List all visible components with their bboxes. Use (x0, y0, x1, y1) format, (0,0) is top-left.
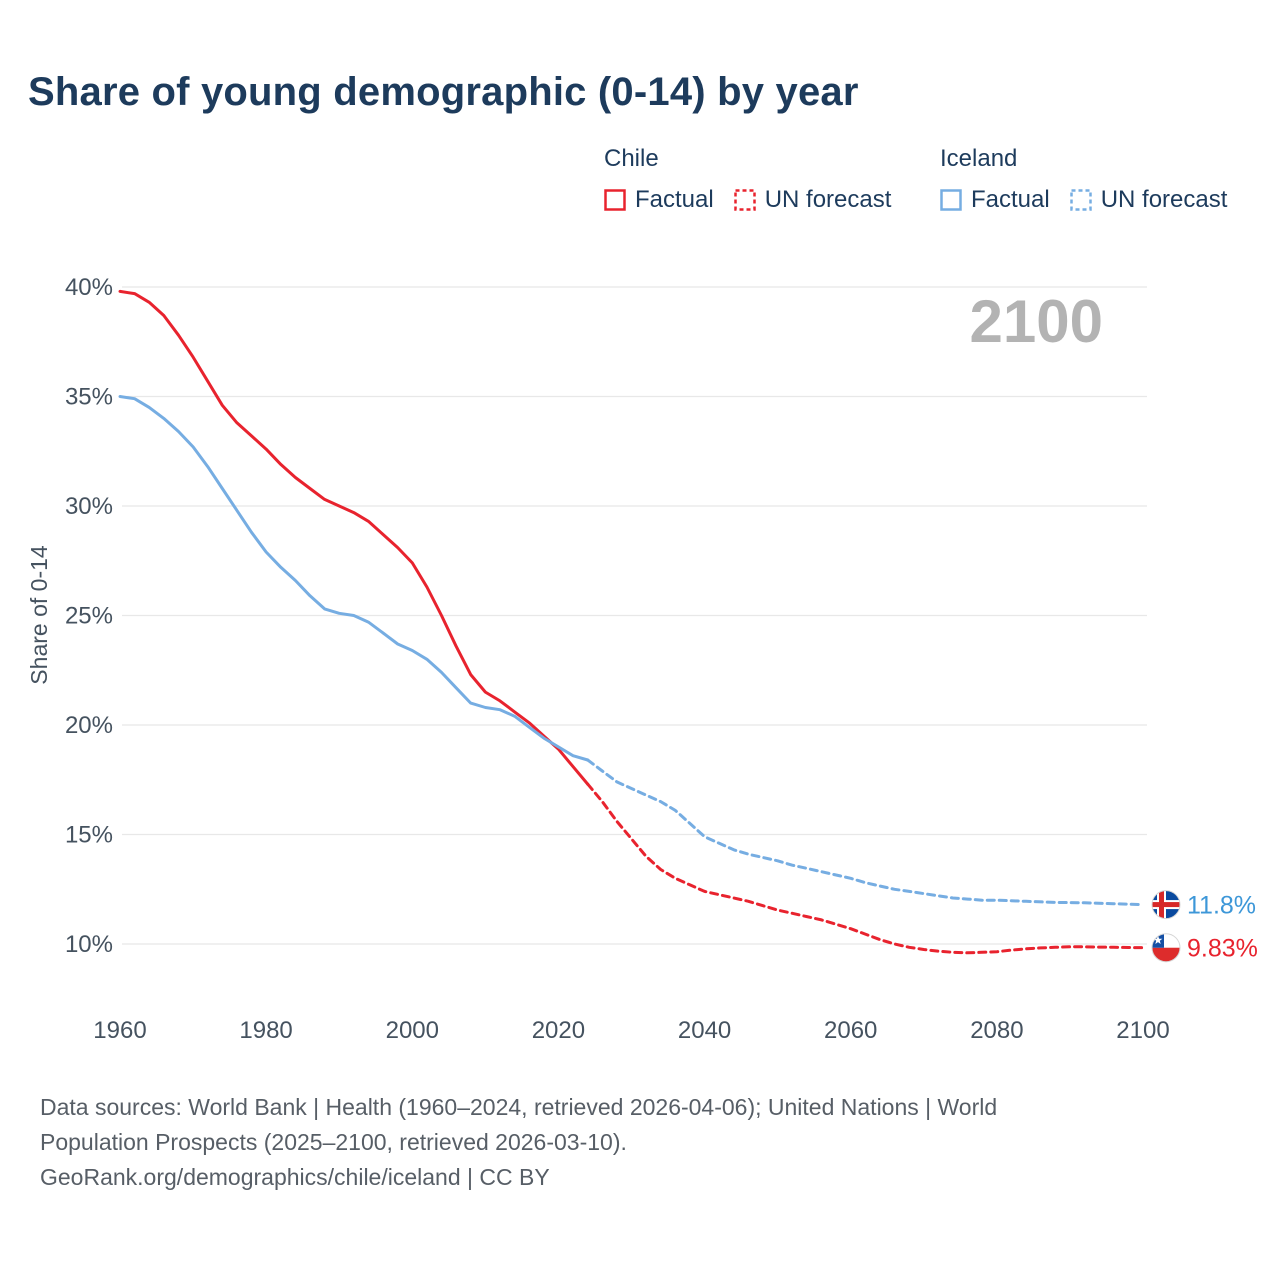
series-line-chile-un-forecast (586, 782, 1145, 955)
x-tick-label-1960: 1960 (93, 1017, 146, 1044)
year-watermark: 2100 (970, 288, 1103, 355)
x-tick-label-2020: 2020 (532, 1017, 585, 1044)
legend-item-chile-factual[interactable]: Factual (604, 186, 714, 214)
x-tick-label-2100: 2100 (1116, 1017, 1169, 1044)
x-tick-label-2000: 2000 (386, 1017, 439, 1044)
chart-title: Share of young demographic (0-14) by yea… (28, 70, 859, 114)
legend-item-label: Factual (635, 186, 714, 213)
y-tick-label-35: 35% (65, 384, 113, 411)
series-line-iceland-un-forecast (586, 758, 1145, 907)
legend-swatch-dashed-icon (1069, 189, 1092, 211)
y-tick-label-40: 40% (65, 274, 113, 301)
legend-item-label: UN forecast (1100, 186, 1228, 213)
legend-item-iceland-factual[interactable]: Factual (940, 186, 1050, 214)
legend-group-chile: Chile Factual UN forecast (604, 145, 940, 214)
series-line-chile-factual (118, 289, 590, 786)
y-tick-label-30: 30% (65, 493, 113, 520)
footer-data-sources-line1: Data sources: World Bank | Health (1960–… (40, 1094, 998, 1120)
x-tick-label-2040: 2040 (678, 1017, 731, 1044)
legend-item-label: UN forecast (764, 186, 892, 213)
legend-swatch-solid-icon (604, 189, 626, 211)
series-line-iceland-factual (118, 395, 590, 762)
y-tick-label-20: 20% (65, 712, 113, 739)
x-tick-label-2060: 2060 (824, 1017, 877, 1044)
legend-item-label: Factual (971, 186, 1050, 213)
end-value-label-chile: 9.83% (1187, 935, 1258, 963)
legend-swatch-dashed-icon (733, 189, 756, 211)
y-axis-label: Share of 0-14 (26, 545, 52, 685)
legend-group-iceland: Iceland Factual UN forecast (940, 145, 1227, 214)
legend-heading-chile: Chile (604, 145, 659, 172)
footer: Data sources: World Bank | Health (1960–… (40, 1090, 997, 1195)
iceland-flag-icon (1152, 890, 1180, 919)
footer-attribution: GeoRank.org/demographics/chile/iceland |… (40, 1164, 550, 1190)
y-tick-label-10: 10% (65, 931, 113, 958)
legend-item-iceland-un-forecast[interactable]: UN forecast (1069, 186, 1228, 214)
legend-swatch-solid-icon (940, 189, 962, 211)
x-tick-label-2080: 2080 (970, 1017, 1023, 1044)
legend-item-chile-un-forecast[interactable]: UN forecast (733, 186, 892, 214)
y-tick-label-25: 25% (65, 603, 113, 630)
end-value-label-iceland: 11.8% (1187, 892, 1256, 920)
y-tick-label-15: 15% (65, 822, 113, 849)
legend: Chile Factual UN forecast Iceland Factual UN … (604, 145, 1227, 214)
legend-heading-iceland: Iceland (940, 145, 1018, 172)
footer-data-sources-line2: Population Prospects (2025–2100, retriev… (40, 1129, 627, 1155)
x-tick-label-1980: 1980 (239, 1017, 292, 1044)
